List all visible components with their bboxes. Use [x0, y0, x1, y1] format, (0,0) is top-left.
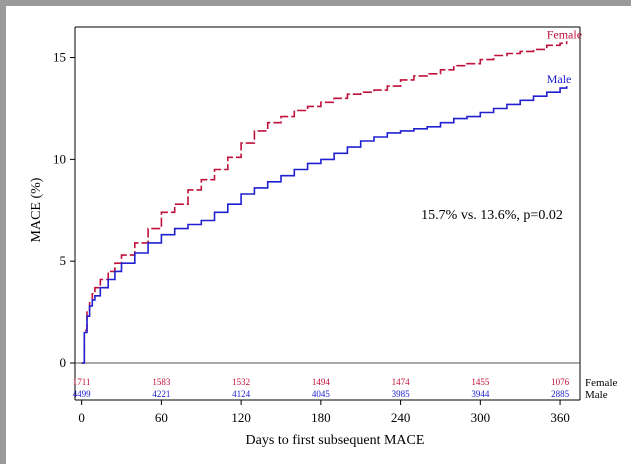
series-line-male: [81, 86, 568, 364]
at-risk-value: 1494: [312, 377, 331, 387]
at-risk-value: 4045: [312, 389, 331, 399]
at-risk-value: 1455: [471, 377, 490, 387]
x-tick-label: 360: [550, 410, 570, 425]
y-axis-title: MACE (%): [29, 177, 44, 242]
axes: 0 5 10 15 0 60 120 180 240 300 360: [53, 26, 581, 425]
x-tick-label: 120: [231, 410, 251, 425]
at-risk-value: 4499: [73, 389, 92, 399]
at-risk-value: 3944: [471, 389, 490, 399]
y-tick-label: 15: [53, 50, 66, 65]
x-tick-label: 180: [311, 410, 331, 425]
series-label-female: Female: [547, 27, 582, 41]
at-risk-row-label: Female: [585, 377, 617, 389]
at-risk-value: 1076: [551, 377, 570, 387]
at-risk-value: 4124: [232, 389, 251, 399]
x-tick-label: 300: [471, 410, 491, 425]
at-risk-value: 1474: [392, 377, 411, 387]
at-risk-value: 2885: [551, 389, 570, 399]
series-label-male: Male: [547, 72, 572, 86]
x-tick-label: 0: [78, 410, 85, 425]
at-risk-value: 4221: [152, 389, 170, 399]
at-risk-value: 1583: [152, 377, 171, 387]
series-group: Female Male: [81, 27, 582, 364]
y-tick-label: 10: [53, 151, 66, 166]
x-axis-title: Days to first subsequent MACE: [246, 433, 425, 448]
at-risk-value: 3985: [392, 389, 411, 399]
y-tick-label: 0: [60, 355, 67, 370]
at-risk-value: 1711: [73, 377, 91, 387]
series-line-female: [81, 41, 568, 364]
at-risk-value: 1532: [232, 377, 250, 387]
at-risk-table: 1711 1583 1532 1494 1474 1455 1076 Female 4499 42…: [73, 377, 618, 401]
annotation: 15.7% vs. 13.6%, p=0.02: [421, 208, 563, 223]
y-tick-label: 5: [60, 253, 67, 268]
at-risk-row-label: Male: [585, 389, 608, 401]
x-tick-label: 60: [155, 410, 168, 425]
x-tick-label: 240: [391, 410, 411, 425]
